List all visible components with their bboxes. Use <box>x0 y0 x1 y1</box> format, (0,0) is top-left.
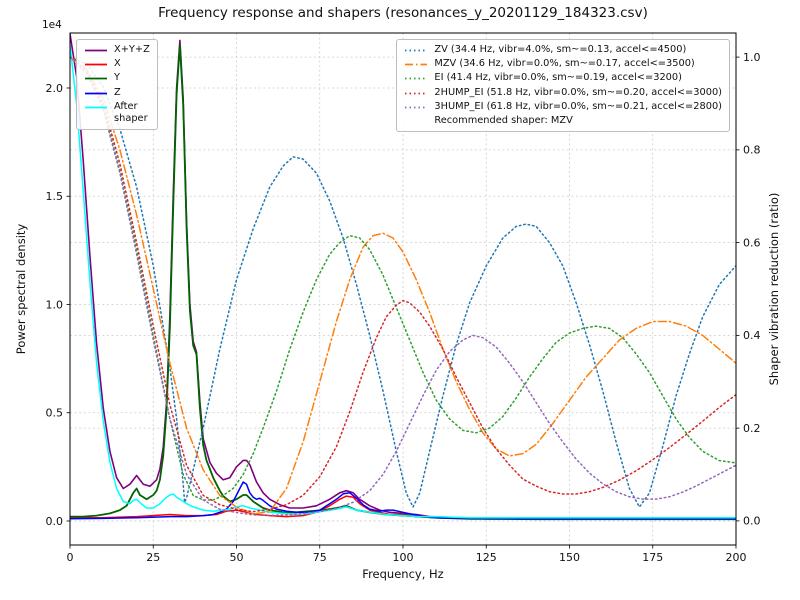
legend-item-label: X <box>114 58 121 70</box>
y-right-axis-label: Shaper vibration reduction (ratio) <box>767 192 781 386</box>
x-tick-label: 125 <box>476 551 497 564</box>
legend-line-swatch <box>85 78 107 80</box>
x-tick-label: 200 <box>726 551 747 564</box>
legend-line-swatch <box>405 78 428 80</box>
tick-marks <box>66 56 740 549</box>
legend-item-label: 3HUMP_EI (61.8 Hz, vibr=0.0%, sm~=0.21, … <box>434 100 722 112</box>
legend-note-row: Recommended shaper: MZV <box>404 115 722 127</box>
legend-line-swatch <box>405 92 428 95</box>
legend-item: Y <box>84 72 150 84</box>
legend-item: 3HUMP_EI (61.8 Hz, vibr=0.0%, sm~=0.21, … <box>404 101 722 113</box>
series-group <box>70 33 736 521</box>
legend-line-swatch <box>405 49 428 52</box>
legend-item: EI (41.4 Hz, vibr=0.0%, sm~=0.19, accel<… <box>404 72 722 84</box>
y-right-tick-label: 0.4 <box>743 329 761 342</box>
y-right-tick-label: 0.8 <box>743 144 761 157</box>
legend-item-label: EI (41.4 Hz, vibr=0.0%, sm~=0.19, accel<… <box>434 72 682 84</box>
recommended-shaper-note: Recommended shaper: MZV <box>434 115 573 127</box>
x-tick-label: 0 <box>67 551 74 564</box>
series-EI <box>70 56 736 501</box>
legend-line-swatch <box>85 92 107 95</box>
x-tick-label: 150 <box>559 551 580 564</box>
series-Z <box>70 481 736 520</box>
legend-item: X <box>84 58 150 70</box>
legend-line-swatch <box>405 106 428 109</box>
legend-item-label: 2HUMP_EI (51.8 Hz, vibr=0.0%, sm~=0.20, … <box>434 86 722 98</box>
legend-item-label: Y <box>114 72 120 84</box>
y-axis-offset-text: 1e4 <box>42 19 62 31</box>
series-MZV <box>70 56 736 515</box>
y-right-tick-label: 0.0 <box>743 515 761 528</box>
legend-item-label: MZV (34.6 Hz, vibr=0.0%, sm~=0.17, accel… <box>434 58 695 70</box>
x-tick-label: 75 <box>313 551 327 564</box>
tick-labels: 0 25 50 75 100 125 150 175 200 0.0 0.5 1.0 1.5 2.0 0.0… <box>46 51 761 564</box>
legend-item: 2HUMP_EI (51.8 Hz, vibr=0.0%, sm~=0.20, … <box>404 87 722 99</box>
legend-line-swatch <box>85 63 107 66</box>
legend-item: After shaper <box>84 101 150 125</box>
y-right-tick-label: 1.0 <box>743 51 761 64</box>
series-After shaper <box>70 43 736 519</box>
legend-item: Z <box>84 87 150 99</box>
legend-line-swatch <box>85 49 107 52</box>
legend-item: X+Y+Z <box>84 44 150 56</box>
x-tick-label: 175 <box>642 551 663 564</box>
legend-item-label: After shaper <box>114 100 148 125</box>
x-tick-label: 25 <box>146 551 160 564</box>
x-tick-label: 100 <box>393 551 414 564</box>
y-left-tick-label: 1.0 <box>46 298 64 311</box>
y-left-tick-label: 2.0 <box>46 82 64 95</box>
y-left-tick-label: 1.5 <box>46 190 64 203</box>
y-right-tick-label: 0.6 <box>743 236 761 249</box>
legend-item-label: ZV (34.4 Hz, vibr=4.0%, sm~=0.13, accel<… <box>434 44 687 55</box>
y-left-axis-label: Power spectral density <box>14 223 28 355</box>
legend-item-label: X+Y+Z <box>114 44 150 55</box>
x-axis-label: Frequency, Hz <box>362 567 444 581</box>
legend-line-swatch <box>85 106 107 109</box>
legend-item: ZV (34.4 Hz, vibr=4.0%, sm~=0.13, accel<… <box>404 44 722 56</box>
y-right-tick-label: 0.2 <box>743 422 761 435</box>
y-left-tick-label: 0.5 <box>46 407 64 420</box>
chart-title: Frequency response and shapers (resonanc… <box>158 5 648 21</box>
y-left-tick-label: 0.0 <box>46 515 64 528</box>
legend-line-swatch <box>405 63 428 66</box>
shaper-legend: ZV (34.4 Hz, vibr=4.0%, sm~=0.13, accel<… <box>396 39 730 133</box>
psd-legend: X+Y+Z X Y Z After shaper <box>76 39 158 131</box>
x-tick-label: 50 <box>230 551 244 564</box>
series-3HUMP_EI <box>70 56 736 517</box>
series-2HUMP_EI <box>70 56 736 513</box>
legend-item-label: Z <box>114 86 121 98</box>
legend-item: MZV (34.6 Hz, vibr=0.0%, sm~=0.17, accel… <box>404 58 722 70</box>
